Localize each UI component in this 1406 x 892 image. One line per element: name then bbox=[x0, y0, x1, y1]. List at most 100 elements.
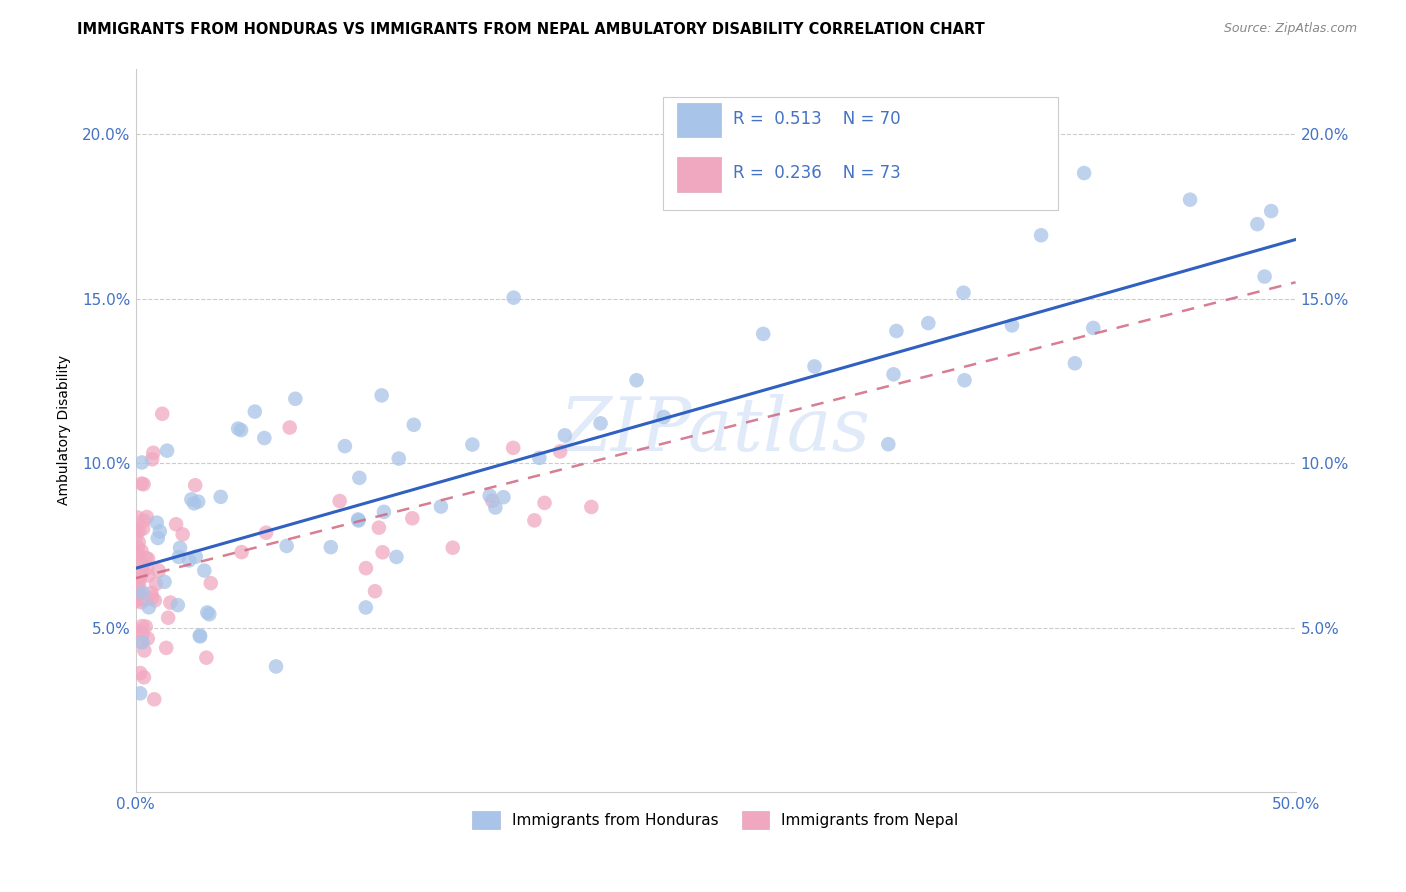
Point bbox=[132, 586, 155, 600]
Point bbox=[461, 437, 484, 451]
Point bbox=[166, 598, 188, 612]
Point bbox=[367, 521, 389, 535]
Point bbox=[502, 441, 524, 455]
Point bbox=[129, 686, 152, 700]
FancyBboxPatch shape bbox=[678, 103, 721, 137]
Point bbox=[128, 573, 150, 587]
Point bbox=[226, 422, 249, 436]
Point bbox=[165, 517, 187, 532]
Point bbox=[1063, 356, 1085, 370]
Point bbox=[402, 417, 425, 432]
Point bbox=[131, 619, 153, 633]
Point bbox=[886, 324, 908, 338]
Point bbox=[142, 446, 165, 460]
Point bbox=[430, 500, 453, 514]
Point bbox=[157, 611, 180, 625]
Point bbox=[169, 541, 191, 555]
Point bbox=[401, 511, 423, 525]
Point bbox=[129, 569, 152, 583]
Point bbox=[952, 285, 974, 300]
Point bbox=[138, 600, 160, 615]
Point bbox=[523, 513, 546, 527]
Point bbox=[529, 450, 551, 465]
Point bbox=[129, 635, 152, 649]
Point bbox=[134, 592, 156, 607]
Point bbox=[626, 373, 648, 387]
Point bbox=[581, 500, 603, 514]
Point bbox=[188, 628, 211, 642]
Point bbox=[1073, 166, 1095, 180]
Point bbox=[141, 452, 163, 467]
Point bbox=[752, 326, 775, 341]
Point bbox=[128, 524, 150, 538]
Point bbox=[492, 490, 515, 504]
Point bbox=[388, 451, 411, 466]
Point bbox=[200, 576, 222, 591]
Point bbox=[1260, 204, 1282, 219]
Point bbox=[347, 514, 370, 528]
Point bbox=[347, 512, 370, 526]
Point bbox=[129, 595, 152, 609]
Point bbox=[136, 552, 159, 566]
Point bbox=[319, 540, 342, 554]
Point bbox=[1246, 217, 1268, 231]
Y-axis label: Ambulatory Disability: Ambulatory Disability bbox=[58, 355, 72, 505]
Text: IMMIGRANTS FROM HONDURAS VS IMMIGRANTS FROM NEPAL AMBULATORY DISABILITY CORRELAT: IMMIGRANTS FROM HONDURAS VS IMMIGRANTS F… bbox=[77, 22, 986, 37]
Point bbox=[141, 591, 163, 605]
Point bbox=[134, 643, 156, 657]
Point bbox=[193, 564, 215, 578]
Text: R =  0.236    N = 73: R = 0.236 N = 73 bbox=[733, 164, 901, 183]
Point bbox=[276, 539, 298, 553]
Point bbox=[484, 500, 506, 515]
Point bbox=[231, 545, 253, 559]
Point bbox=[1253, 269, 1275, 284]
Point bbox=[132, 565, 155, 579]
Point bbox=[243, 404, 266, 418]
Point bbox=[229, 423, 252, 437]
Point bbox=[150, 407, 173, 421]
Point bbox=[1178, 193, 1201, 207]
Point bbox=[132, 514, 155, 528]
Point bbox=[156, 443, 179, 458]
Point bbox=[803, 359, 825, 374]
Point bbox=[159, 596, 181, 610]
Point bbox=[125, 580, 148, 594]
Point bbox=[198, 607, 221, 622]
Point bbox=[125, 624, 148, 638]
Point bbox=[127, 510, 149, 524]
Point bbox=[917, 316, 939, 330]
Point bbox=[125, 523, 148, 537]
Point bbox=[329, 494, 352, 508]
Point bbox=[652, 409, 675, 424]
Text: R =  0.513    N = 70: R = 0.513 N = 70 bbox=[733, 110, 901, 128]
Point bbox=[188, 629, 211, 643]
Point bbox=[254, 525, 277, 540]
Point bbox=[441, 541, 464, 555]
Point bbox=[278, 420, 301, 434]
Point bbox=[128, 584, 150, 599]
Point bbox=[253, 431, 276, 445]
Point bbox=[125, 554, 148, 568]
Point bbox=[284, 392, 307, 406]
FancyBboxPatch shape bbox=[678, 157, 721, 192]
Point bbox=[554, 428, 576, 442]
Point bbox=[195, 650, 218, 665]
Text: Source: ZipAtlas.com: Source: ZipAtlas.com bbox=[1223, 22, 1357, 36]
Point bbox=[125, 590, 148, 604]
Point bbox=[264, 659, 287, 673]
Point bbox=[127, 547, 149, 561]
Point bbox=[589, 417, 612, 431]
Point bbox=[184, 478, 207, 492]
Point bbox=[135, 619, 157, 633]
Point bbox=[1029, 228, 1052, 243]
Point bbox=[136, 632, 159, 646]
Point bbox=[385, 549, 408, 564]
Point bbox=[148, 564, 170, 578]
Point bbox=[135, 551, 157, 566]
Point bbox=[883, 368, 905, 382]
Point bbox=[125, 594, 148, 608]
Point bbox=[209, 490, 232, 504]
Point bbox=[131, 544, 153, 558]
Point bbox=[127, 584, 149, 599]
Point bbox=[354, 600, 377, 615]
